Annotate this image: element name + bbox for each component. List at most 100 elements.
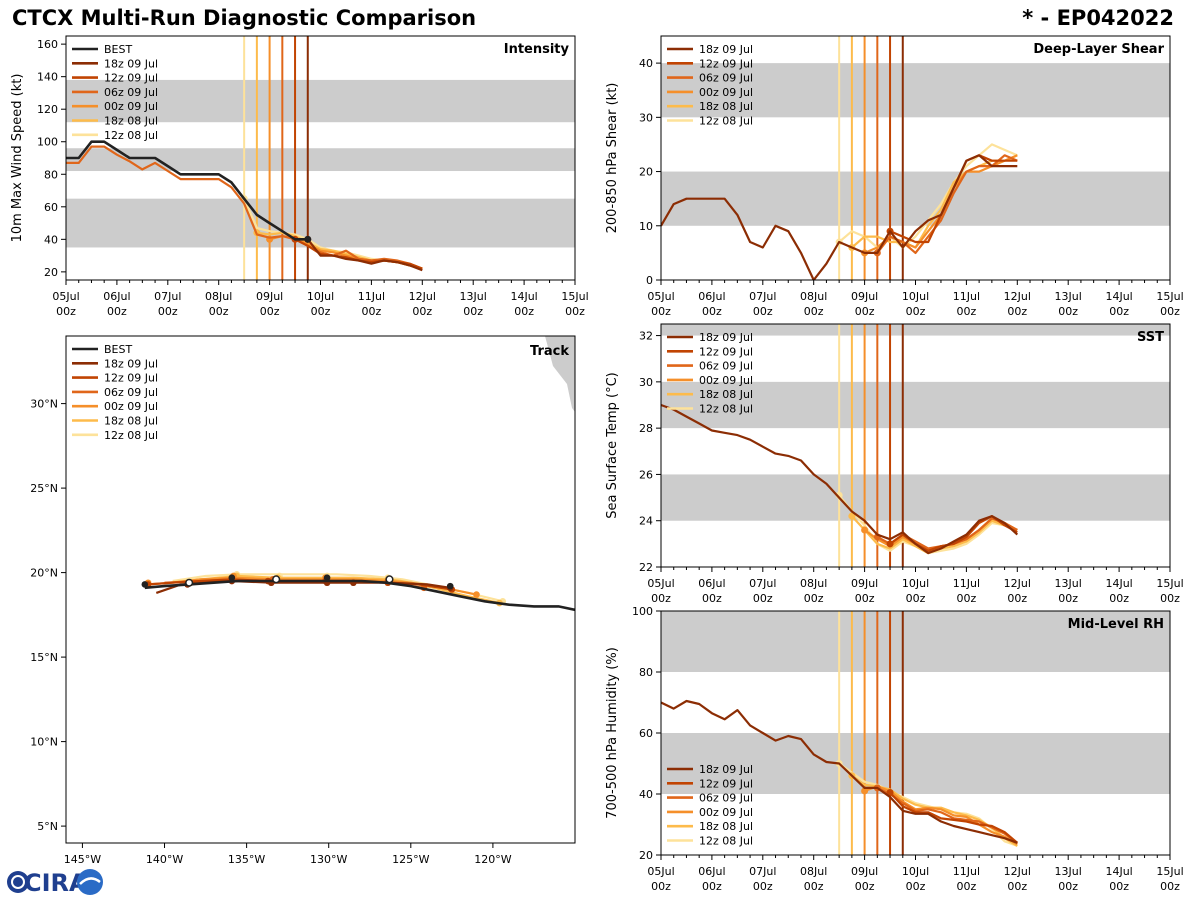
intensity-y-tick-label: 60 xyxy=(44,201,58,214)
rh-x-tick-label: 00z xyxy=(957,880,977,893)
track-title: Track xyxy=(530,344,569,359)
sst-x-tick-label: 00z xyxy=(651,592,671,605)
track-y-tick-label: 20°N xyxy=(30,567,58,580)
rh-x-tick-label: 00z xyxy=(1109,880,1129,893)
sst-x-tick-label: 10Jul xyxy=(902,577,929,590)
rh-x-tick-label: 00z xyxy=(1160,880,1180,893)
intensity-end-marker xyxy=(304,235,312,243)
rh-x-tick-label: 13Jul xyxy=(1055,865,1082,878)
intensity-y-label: 10m Max Wind Speed (kt) xyxy=(10,74,25,243)
sst-y-tick-label: 22 xyxy=(639,561,653,574)
cira-logo-icon: CIRA xyxy=(7,869,103,897)
rh-x-tick-label: 14Jul xyxy=(1105,865,1132,878)
sst-start-marker xyxy=(861,526,869,534)
rh-legend-label: 06z 09 Jul xyxy=(699,792,753,805)
shear-title: Deep-Layer Shear xyxy=(1033,42,1164,57)
sst-x-tick-label: 05Jul xyxy=(647,577,674,590)
intensity-x-tick-label: 00z xyxy=(565,305,585,318)
shear-x-tick-label: 09Jul xyxy=(851,290,878,303)
intensity-x-tick-label: 12Jul xyxy=(409,290,436,303)
shear-legend-label: 12z 09 Jul xyxy=(699,57,753,70)
shear-plot-area xyxy=(661,36,1170,280)
track-x-tick-label: 135°W xyxy=(228,853,265,866)
shear-legend-label: 18z 09 Jul xyxy=(699,43,753,56)
sst-legend-label: 12z 09 Jul xyxy=(699,345,753,358)
sst-start-marker xyxy=(848,512,856,520)
rh-start-marker xyxy=(886,788,894,796)
intensity-x-tick-label: 09Jul xyxy=(256,290,283,303)
rh-y-tick-label: 20 xyxy=(639,849,653,862)
shear-legend-label: 00z 09 Jul xyxy=(699,86,753,99)
sst-legend-label: 12z 08 Jul xyxy=(699,403,753,416)
intensity-x-tick-label: 00z xyxy=(209,305,229,318)
intensity-x-tick-label: 15Jul xyxy=(561,290,588,303)
shear-series-line xyxy=(876,154,1018,254)
intensity-x-tick-label: 00z xyxy=(362,305,382,318)
rh-band xyxy=(661,611,1170,672)
intensity-x-tick-label: 14Jul xyxy=(510,290,537,303)
track-open-point xyxy=(272,575,281,584)
intensity-x-tick-label: 00z xyxy=(311,305,331,318)
rh-x-tick-label: 00z xyxy=(753,880,773,893)
sst-y-tick-label: 28 xyxy=(639,422,653,435)
track-legend-label: 18z 09 Jul xyxy=(104,357,158,370)
intensity-y-tick-label: 160 xyxy=(37,38,58,51)
track-legend-label: 12z 08 Jul xyxy=(104,429,158,442)
sst-x-tick-label: 00z xyxy=(1160,592,1180,605)
cira-logo: CIRA xyxy=(4,866,104,898)
intensity-y-tick-label: 120 xyxy=(37,103,58,116)
track-x-tick-label: 120°W xyxy=(474,853,511,866)
intensity-legend-label: BEST xyxy=(104,43,132,56)
shear-x-tick-label: 10Jul xyxy=(902,290,929,303)
rh-legend-label: 12z 08 Jul xyxy=(699,835,753,848)
rh-x-tick-label: 00z xyxy=(906,880,926,893)
track-y-tick-label: 25°N xyxy=(30,482,58,495)
rh-legend-label: 00z 09 Jul xyxy=(699,806,753,819)
intensity-plot-area xyxy=(66,36,575,280)
track-best-point xyxy=(446,582,454,590)
track-plot-area xyxy=(141,336,575,612)
rh-y-tick-label: 80 xyxy=(639,666,653,679)
track-best-point xyxy=(141,581,149,588)
track-best-point xyxy=(228,574,236,581)
track-best-point xyxy=(323,574,331,581)
rh-x-tick-label: 15Jul xyxy=(1156,865,1183,878)
sst-x-tick-label: 07Jul xyxy=(749,577,776,590)
shear-x-tick-label: 08Jul xyxy=(800,290,827,303)
sst-x-tick-label: 09Jul xyxy=(851,577,878,590)
shear-x-tick-label: 00z xyxy=(957,305,977,318)
shear-y-tick-label: 40 xyxy=(639,57,653,70)
rh-start-marker xyxy=(861,787,869,795)
rh-x-tick-label: 00z xyxy=(1007,880,1027,893)
sst-series-line xyxy=(661,403,1019,555)
intensity-legend-label: 00z 09 Jul xyxy=(104,100,158,113)
rh-y-label: 700-500 hPa Humidity (%) xyxy=(605,647,620,819)
intensity-x-tick-label: 13Jul xyxy=(460,290,487,303)
shear-x-tick-label: 00z xyxy=(651,305,671,318)
shear-x-tick-label: 14Jul xyxy=(1105,290,1132,303)
track-legend-label: 00z 09 Jul xyxy=(104,400,158,413)
shear-x-tick-label: 15Jul xyxy=(1156,290,1183,303)
intensity-x-tick-label: 00z xyxy=(107,305,127,318)
sst-x-tick-label: 06Jul xyxy=(698,577,725,590)
sst-x-tick-label: 00z xyxy=(906,592,926,605)
shear-x-tick-label: 05Jul xyxy=(647,290,674,303)
rh-series-line xyxy=(876,786,1018,844)
track-open-point xyxy=(385,575,394,584)
rh-x-tick-label: 11Jul xyxy=(953,865,980,878)
track-line xyxy=(144,579,575,612)
shear-x-tick-label: 12Jul xyxy=(1004,290,1031,303)
page-title: CTCX Multi-Run Diagnostic Comparison xyxy=(12,6,477,30)
sst-legend-label: 18z 09 Jul xyxy=(699,331,753,344)
intensity-series-line xyxy=(66,140,308,241)
rh-x-tick-label: 07Jul xyxy=(749,865,776,878)
track-chart: 145°W 140°W 135°W 130°W 125°W 120°W 5°N 10°N 15°… xyxy=(30,335,576,866)
sst-start-marker xyxy=(886,540,894,548)
shear-legend-label: 12z 08 Jul xyxy=(699,115,753,128)
sst-legend-label: 00z 09 Jul xyxy=(699,374,753,387)
intensity-x-tick-label: 00z xyxy=(56,305,76,318)
track-x-tick-label: 145°W xyxy=(64,853,101,866)
rh-x-tick-label: 00z xyxy=(804,880,824,893)
sst-x-tick-label: 12Jul xyxy=(1004,577,1031,590)
